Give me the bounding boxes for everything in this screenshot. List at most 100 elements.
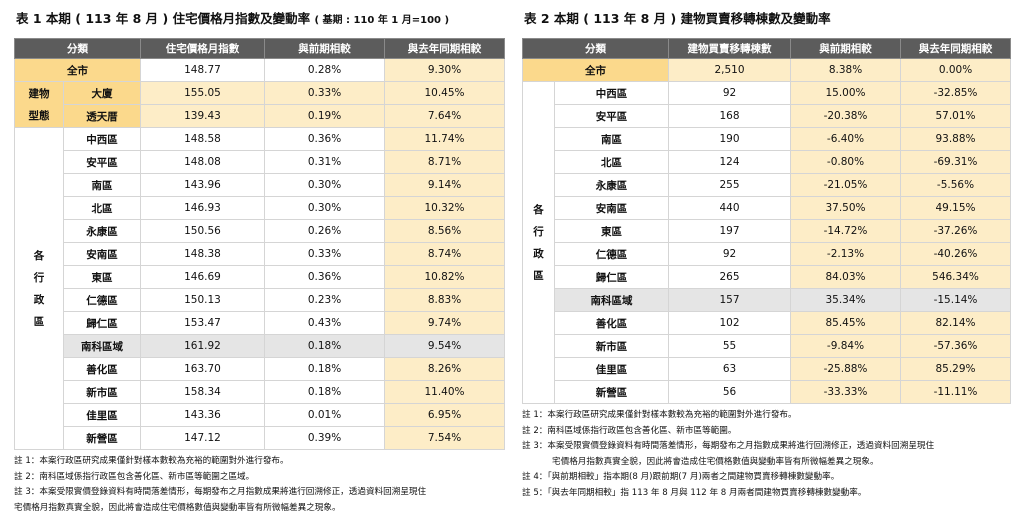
- table1-row-index: 163.70: [140, 357, 265, 381]
- table2-row-mom: 84.03%: [790, 265, 901, 289]
- table2-row-count: 124: [668, 150, 791, 174]
- table2-row-mom: 85.45%: [790, 311, 901, 335]
- table2-row-name: 新市區: [554, 334, 669, 358]
- table1-row-name: 永康區: [63, 219, 141, 243]
- table2-row-count: 265: [668, 265, 791, 289]
- table2-row-mom: 15.00%: [790, 81, 901, 105]
- table2-notes: 註 1：本案行政區研究成果僅針對樣本數較為充裕的範圍對外進行發布。 註 2：南科…: [522, 409, 1010, 499]
- table1-row: 歸仁區 153.47 0.43% 9.74%: [15, 311, 505, 335]
- table1-row: 善化區 163.70 0.18% 8.26%: [15, 357, 505, 381]
- table2-row-mom: 35.34%: [790, 288, 901, 312]
- table2-district-group-label-char: 區: [533, 269, 544, 282]
- table2-grid: 分類 建物買賣移轉棟數 與前期相較 與去年同期相較 全市 2,510 8.38%…: [522, 38, 1011, 404]
- table1-row-name: 新營區: [63, 426, 141, 450]
- table2-row: 東區 197 -14.72% -37.26%: [523, 219, 1011, 243]
- table1-notes: 註 1：本案行政區研究成果僅針對樣本數較為充裕的範圍對外進行發布。 註 2：南科…: [14, 455, 504, 514]
- table1-row-name: 安南區: [63, 242, 141, 266]
- table2-row: 北區 124 -0.80% -69.31%: [523, 150, 1011, 174]
- table1-row-mom: 0.39%: [264, 426, 385, 450]
- table1-note-3-cont: 宅價格月指數真實全貌，因此將會造成住宅價格數值與變動率皆有所微幅差異之現象。: [14, 502, 341, 513]
- table2-row-count: 56: [668, 380, 791, 404]
- table2-district-group-label: 各行政區: [522, 81, 555, 404]
- table2-row: 新市區 55 -9.84% -57.36%: [523, 334, 1011, 358]
- table1-row-name: 歸仁區: [63, 311, 141, 335]
- table2-row-name: 安平區: [554, 104, 669, 128]
- table1-row-index: 146.93: [140, 196, 265, 220]
- table2-row-name: 新營區: [554, 380, 669, 404]
- table2-row-count: 55: [668, 334, 791, 358]
- table1-row-index: 148.58: [140, 127, 265, 151]
- table1-row-index: 146.69: [140, 265, 265, 289]
- table2-row-count: 440: [668, 196, 791, 220]
- table2-row-name: 安南區: [554, 196, 669, 220]
- table1-row-index: 143.36: [140, 403, 265, 427]
- table2-row-count: 168: [668, 104, 791, 128]
- table2-total-yoy: 0.00%: [900, 58, 1011, 82]
- table1-row-mom: 0.31%: [264, 150, 385, 174]
- table2-note-2: 註 2：南科區域係指行政區包含善化區、新市區等範圍。: [522, 425, 737, 436]
- table2-row-yoy: -37.26%: [900, 219, 1011, 243]
- table1-row: 永康區 150.56 0.26% 8.56%: [15, 219, 505, 243]
- table1-row-mom: 0.30%: [264, 173, 385, 197]
- table2-header-category: 分類: [522, 38, 669, 59]
- table1-row-index: 158.34: [140, 380, 265, 404]
- table1-row: 東區 146.69 0.36% 10.82%: [15, 265, 505, 289]
- table2-body: 全市 2,510 8.38% 0.00% 各行政區中西區 92 15.00% -32.…: [522, 58, 1011, 404]
- table1-row-name: 仁德區: [63, 288, 141, 312]
- table1-row: 各行政區中西區 148.58 0.36% 11.74%: [14, 127, 505, 450]
- table1-header-row: 分類 住宅價格月指數 與前期相較 與去年同期相較: [14, 38, 505, 59]
- table1-row-mom: 0.30%: [264, 196, 385, 220]
- table2-row: 佳里區 63 -25.88% 85.29%: [523, 357, 1011, 381]
- table2-row-mom: -21.05%: [790, 173, 901, 197]
- table1-row-mom: 0.23%: [264, 288, 385, 312]
- table1-row-name: 北區: [63, 196, 141, 220]
- table2-header-yoy: 與去年同期相較: [900, 38, 1011, 59]
- table1-total-yoy: 9.30%: [384, 58, 505, 82]
- table1-row-name: 善化區: [63, 357, 141, 381]
- table2-row: 南區 190 -6.40% 93.88%: [523, 127, 1011, 151]
- table1-row: 北區 146.93 0.30% 10.32%: [15, 196, 505, 220]
- table1-type-group-label-char: 型態: [28, 109, 50, 122]
- table1-row-index: 161.92: [140, 334, 265, 358]
- table2-row-mom: -14.72%: [790, 219, 901, 243]
- table1-row-mom: 0.01%: [264, 403, 385, 427]
- table2-row-yoy: 49.15%: [900, 196, 1011, 220]
- table1-type-group-label: 建物 型態: [14, 81, 64, 128]
- table1-row-name: 大廈: [63, 81, 141, 105]
- table2-row-name: 東區: [554, 219, 669, 243]
- table2-row: 善化區 102 85.45% 82.14%: [523, 311, 1011, 335]
- table1-base-note: ( 基期 : 110 年 1 月=100 ): [314, 15, 450, 26]
- table1-body: 全市 148.77 0.28% 9.30% 建物 型態 大廈 155.05 0.33% 1…: [14, 58, 505, 450]
- table1-row-mom: 0.19%: [264, 104, 385, 128]
- table1-total-row: 全市 148.77 0.28% 9.30%: [14, 58, 505, 82]
- table1-row-yoy: 8.71%: [384, 150, 505, 174]
- table1-row-yoy: 11.40%: [384, 380, 505, 404]
- table1-row-yoy: 8.83%: [384, 288, 505, 312]
- table1-row-yoy: 9.74%: [384, 311, 505, 335]
- table1-header-yoy: 與去年同期相較: [384, 38, 505, 59]
- table1-total-index: 148.77: [140, 58, 265, 82]
- table1-row-index: 155.05: [140, 81, 265, 105]
- table2-row-yoy: -15.14%: [900, 288, 1011, 312]
- table1-row-index: 148.38: [140, 242, 265, 266]
- table1-row-name: 透天厝: [63, 104, 141, 128]
- table1-district-group-label-char: 各: [33, 249, 45, 262]
- table2-row: 仁德區 92 -2.13% -40.26%: [523, 242, 1011, 266]
- table1-district-group-label-char: 區: [33, 315, 45, 328]
- table1-row-mom: 0.18%: [264, 380, 385, 404]
- table1-row: 新營區 147.12 0.39% 7.54%: [15, 426, 505, 450]
- table2-panel: 表 2 本期 ( 113 年 8 月 ) 建物買賣移轉棟數及變動率 分類 建物買…: [522, 0, 1011, 502]
- table2-row-count: 197: [668, 219, 791, 243]
- table2-row-name: 永康區: [554, 173, 669, 197]
- table2-row-mom: -25.88%: [790, 357, 901, 381]
- table2-row-count: 63: [668, 357, 791, 381]
- table1-row-name: 安平區: [63, 150, 141, 174]
- table2-row-name: 南區: [554, 127, 669, 151]
- table1-panel: 表 1 本期 ( 113 年 8 月 ) 住宅價格月指數及變動率 ( 基期 : …: [14, 0, 505, 517]
- table1-row-mom: 0.18%: [264, 334, 385, 358]
- table2-row-mom: -0.80%: [790, 150, 901, 174]
- table2-row-name: 北區: [554, 150, 669, 174]
- table1-row-yoy: 8.56%: [384, 219, 505, 243]
- table2-row-yoy: -69.31%: [900, 150, 1011, 174]
- table1-row-mom: 0.33%: [264, 242, 385, 266]
